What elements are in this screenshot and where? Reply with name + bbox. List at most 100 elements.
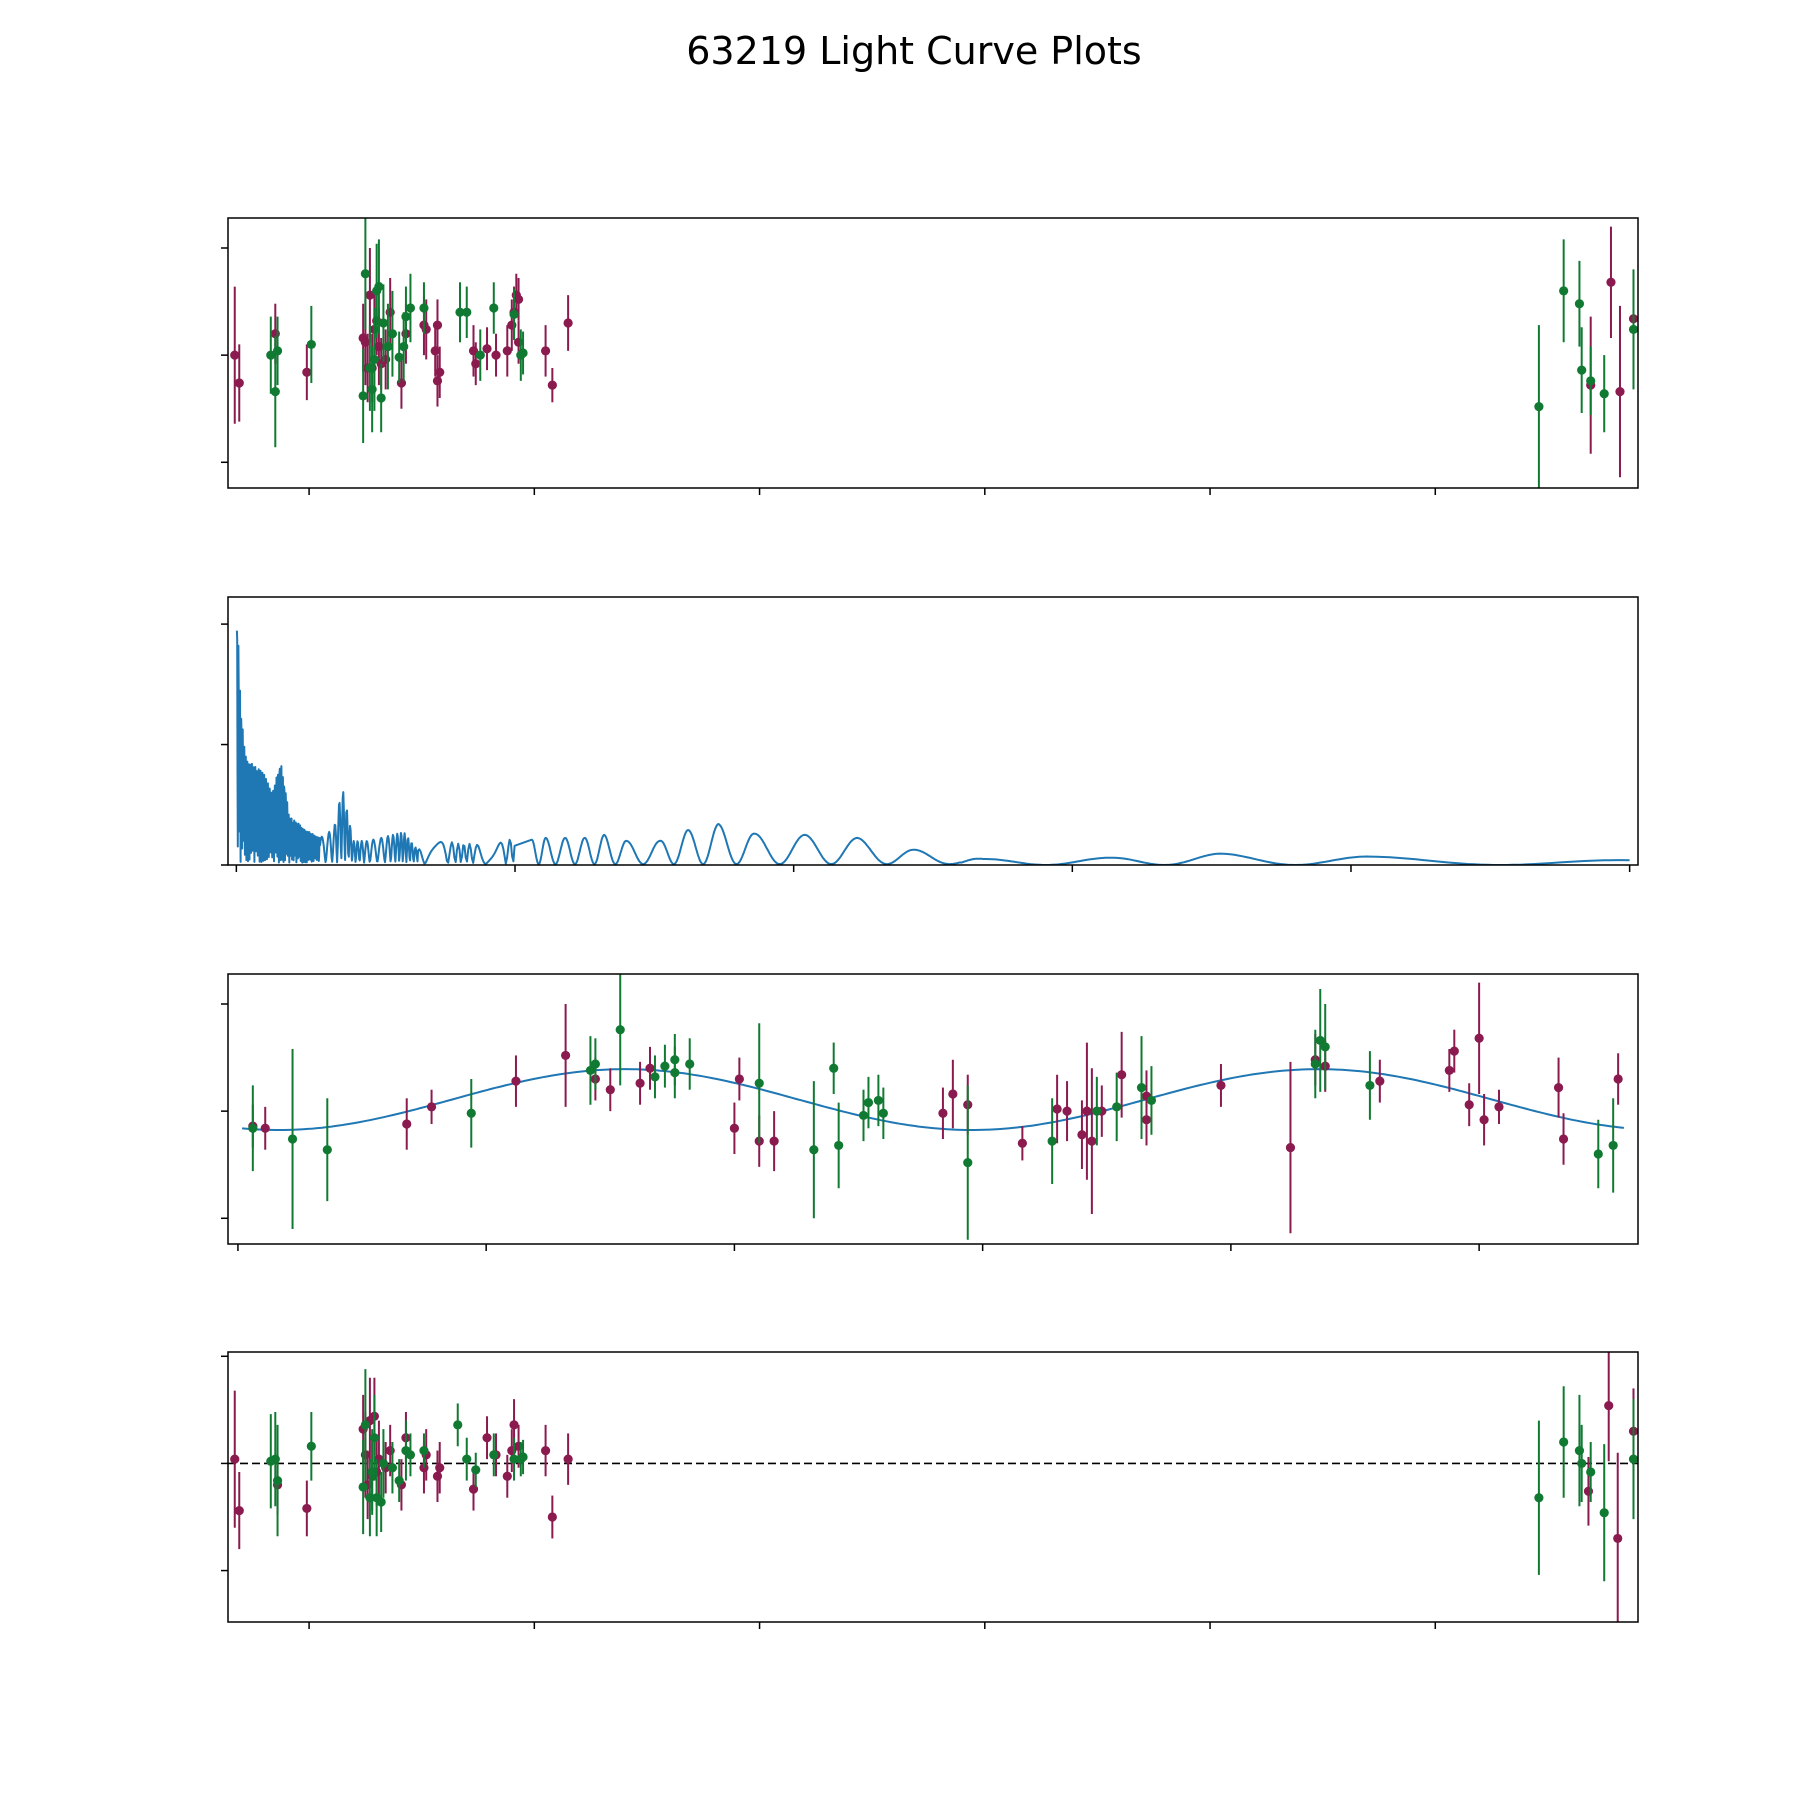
- data-point: [754, 1078, 764, 1088]
- data-point: [266, 350, 276, 360]
- data-point: [938, 1108, 948, 1118]
- axes-frame: [227, 596, 1639, 866]
- data-point: [563, 318, 573, 328]
- data-point: [1087, 1136, 1097, 1146]
- data-point: [365, 290, 375, 300]
- data-point: [489, 1450, 499, 1460]
- data-point: [615, 1025, 625, 1035]
- data-point: [1444, 1065, 1454, 1076]
- data-point: [302, 1503, 312, 1514]
- data-point: [1606, 277, 1616, 287]
- data-point: [1613, 1533, 1623, 1544]
- data-point: [1077, 1130, 1087, 1140]
- data-point: [1593, 1149, 1603, 1159]
- data-point: [1553, 1082, 1564, 1093]
- data-point: [1375, 1076, 1385, 1086]
- data-point: [230, 350, 240, 360]
- data-point: [435, 1463, 445, 1473]
- data-point: [518, 1452, 528, 1462]
- data-point: [374, 281, 384, 292]
- data-point: [502, 346, 512, 356]
- data-point: [272, 1475, 283, 1486]
- data-point: [435, 367, 445, 377]
- data-point: [769, 1136, 779, 1146]
- data-point: [306, 339, 316, 350]
- data-point: [511, 1076, 521, 1086]
- data-point: [462, 307, 472, 317]
- data-point: [1146, 1095, 1157, 1106]
- data-point: [1577, 1458, 1587, 1469]
- data-point: [547, 380, 557, 390]
- data-point: [605, 1085, 615, 1095]
- data-point: [1047, 1136, 1057, 1146]
- data-point: [387, 1463, 398, 1473]
- data-point: [734, 1074, 744, 1084]
- data-point: [360, 269, 370, 279]
- data-point: [1449, 1046, 1459, 1056]
- light-curve-panel: [221, 217, 1639, 495]
- data-point: [1574, 299, 1585, 309]
- data-point: [540, 1445, 551, 1456]
- data-point: [405, 1450, 416, 1460]
- data-point: [1586, 1467, 1596, 1477]
- data-point: [1092, 1106, 1102, 1116]
- data-point: [1613, 1074, 1623, 1084]
- green-series: [266, 1369, 1638, 1582]
- data-point: [432, 320, 443, 330]
- phase-folded-panel: [221, 973, 1639, 1251]
- data-point: [1017, 1138, 1027, 1148]
- data-point: [1577, 365, 1587, 375]
- plot-area: [230, 218, 1638, 488]
- data-point: [1464, 1100, 1474, 1110]
- data-point: [509, 1420, 519, 1430]
- data-point: [590, 1059, 600, 1069]
- axes-frame: [227, 1351, 1639, 1623]
- data-point: [509, 1454, 519, 1464]
- data-point: [471, 1465, 481, 1475]
- data-point: [834, 1140, 844, 1151]
- data-point: [1628, 324, 1638, 335]
- data-point: [402, 1119, 412, 1129]
- data-point: [1534, 1493, 1544, 1503]
- data-point: [540, 346, 551, 356]
- data-point: [650, 1072, 660, 1082]
- data-point: [302, 367, 312, 377]
- data-point: [272, 346, 283, 356]
- data-point: [230, 1454, 240, 1464]
- data-point: [383, 341, 393, 352]
- data-point: [1365, 1080, 1375, 1091]
- data-point: [685, 1059, 695, 1069]
- data-point: [660, 1061, 670, 1071]
- data-point: [369, 354, 380, 365]
- plot-area: [242, 974, 1625, 1240]
- data-point: [491, 350, 501, 360]
- data-point: [455, 307, 465, 317]
- data-point: [670, 1067, 680, 1078]
- data-point: [378, 318, 389, 328]
- data-point: [376, 393, 386, 403]
- data-point: [369, 1433, 380, 1443]
- data-point: [509, 309, 519, 320]
- data-point: [475, 350, 485, 360]
- data-point: [306, 1441, 316, 1451]
- data-point: [1216, 1080, 1226, 1091]
- data-point: [547, 1512, 557, 1522]
- data-point: [376, 1497, 386, 1507]
- data-point: [322, 1145, 332, 1155]
- data-point: [1320, 1042, 1330, 1052]
- data-point: [829, 1063, 839, 1073]
- data-point: [1534, 401, 1544, 412]
- periodogram-panel: [221, 596, 1639, 872]
- data-point: [419, 303, 429, 313]
- data-point: [234, 1505, 244, 1516]
- data-point: [387, 329, 398, 339]
- data-point: [563, 1454, 573, 1464]
- plot-area: [228, 1352, 1638, 1622]
- data-point: [863, 1097, 874, 1108]
- data-point: [513, 294, 524, 305]
- data-point: [1494, 1102, 1504, 1112]
- data-point: [635, 1078, 645, 1088]
- data-point: [1062, 1106, 1072, 1116]
- data-point: [1052, 1104, 1062, 1114]
- data-point: [426, 1102, 437, 1112]
